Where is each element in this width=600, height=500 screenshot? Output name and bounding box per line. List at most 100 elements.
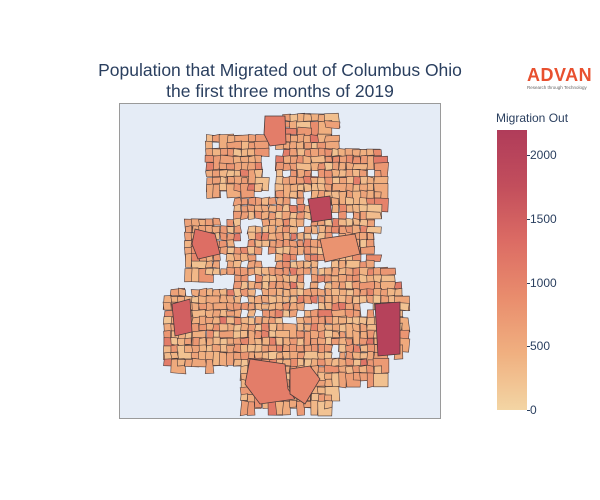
tract[interactable] [345, 259, 361, 269]
tract[interactable] [324, 400, 333, 410]
tract[interactable] [338, 191, 347, 207]
tract[interactable] [268, 224, 276, 235]
tract[interactable] [254, 294, 263, 305]
choropleth-map[interactable] [120, 104, 441, 419]
tract[interactable] [226, 169, 236, 177]
tract[interactable] [226, 226, 235, 234]
tract[interactable] [226, 289, 235, 297]
tract[interactable] [374, 301, 401, 357]
tract[interactable] [309, 294, 318, 304]
tract[interactable] [226, 219, 234, 228]
tract[interactable] [261, 210, 270, 221]
tract[interactable] [351, 322, 361, 333]
tract[interactable] [296, 317, 305, 326]
tract[interactable] [226, 246, 236, 254]
tract[interactable] [246, 259, 256, 269]
tract[interactable] [212, 217, 222, 226]
tract[interactable] [219, 225, 228, 235]
tract[interactable] [330, 197, 340, 206]
tract[interactable] [288, 226, 299, 234]
tract[interactable] [225, 302, 235, 311]
tract[interactable] [310, 358, 319, 367]
tract[interactable] [288, 302, 299, 311]
tract[interactable] [324, 120, 341, 130]
tract[interactable] [253, 147, 270, 157]
tract[interactable] [205, 161, 215, 171]
tract[interactable] [232, 148, 242, 157]
tract[interactable] [178, 287, 186, 297]
tract[interactable] [324, 378, 333, 387]
tract[interactable] [233, 302, 242, 311]
tract[interactable] [274, 261, 285, 269]
tract[interactable] [254, 239, 263, 248]
tract[interactable] [307, 195, 333, 223]
tract[interactable] [240, 211, 250, 220]
tract[interactable] [212, 302, 227, 311]
tract[interactable] [289, 253, 298, 261]
tract[interactable] [261, 196, 271, 206]
tract[interactable] [233, 224, 243, 234]
tract[interactable] [324, 156, 333, 163]
tract[interactable] [234, 295, 242, 304]
tract[interactable] [310, 259, 319, 270]
tract[interactable] [303, 169, 313, 178]
tract[interactable] [338, 371, 347, 389]
tract[interactable] [268, 197, 277, 206]
tract[interactable] [290, 281, 298, 290]
tract[interactable] [254, 183, 264, 193]
tract[interactable] [211, 267, 221, 275]
tract[interactable] [303, 182, 313, 193]
tract[interactable] [296, 302, 305, 312]
tract[interactable] [303, 350, 319, 360]
tract[interactable] [288, 240, 298, 248]
tract[interactable] [247, 231, 257, 240]
tract[interactable] [281, 210, 291, 220]
tract[interactable] [317, 337, 327, 345]
tract[interactable] [365, 254, 383, 262]
tract[interactable] [288, 190, 298, 199]
tract[interactable] [275, 161, 285, 171]
tract[interactable] [247, 289, 256, 297]
tract[interactable] [267, 295, 277, 305]
tract[interactable] [295, 281, 305, 290]
tract[interactable] [316, 274, 326, 283]
tract[interactable] [323, 351, 333, 360]
tract[interactable] [323, 274, 333, 283]
tract[interactable] [351, 280, 361, 289]
tract[interactable] [239, 252, 249, 263]
tract[interactable] [233, 204, 242, 213]
tract[interactable] [282, 252, 291, 263]
tract[interactable] [290, 232, 297, 241]
tract[interactable] [309, 282, 319, 289]
tract[interactable] [219, 175, 227, 185]
tract[interactable] [282, 261, 291, 269]
tract[interactable] [365, 211, 383, 220]
tract[interactable] [359, 288, 368, 297]
tract[interactable] [289, 309, 298, 318]
tract[interactable] [212, 183, 221, 198]
tract[interactable] [296, 323, 304, 332]
tract[interactable] [263, 115, 287, 147]
tract[interactable] [289, 288, 299, 296]
tract[interactable] [324, 183, 332, 192]
tract[interactable] [247, 317, 255, 326]
tract[interactable] [288, 141, 298, 150]
tract[interactable] [303, 330, 312, 346]
tract[interactable] [247, 211, 255, 220]
tract[interactable] [324, 295, 333, 304]
tract[interactable] [170, 351, 179, 359]
tract[interactable] [191, 228, 221, 260]
tract[interactable] [324, 148, 333, 157]
tract[interactable] [233, 182, 242, 193]
tract[interactable] [247, 254, 257, 262]
tract[interactable] [184, 337, 192, 345]
tract[interactable] [211, 260, 221, 269]
tract[interactable] [240, 322, 250, 332]
tract[interactable] [281, 225, 292, 235]
tract[interactable] [247, 196, 257, 206]
tract[interactable] [282, 309, 291, 318]
tract[interactable] [296, 183, 305, 191]
tract[interactable] [233, 358, 242, 367]
tract[interactable] [204, 358, 215, 374]
tract[interactable] [338, 260, 347, 269]
